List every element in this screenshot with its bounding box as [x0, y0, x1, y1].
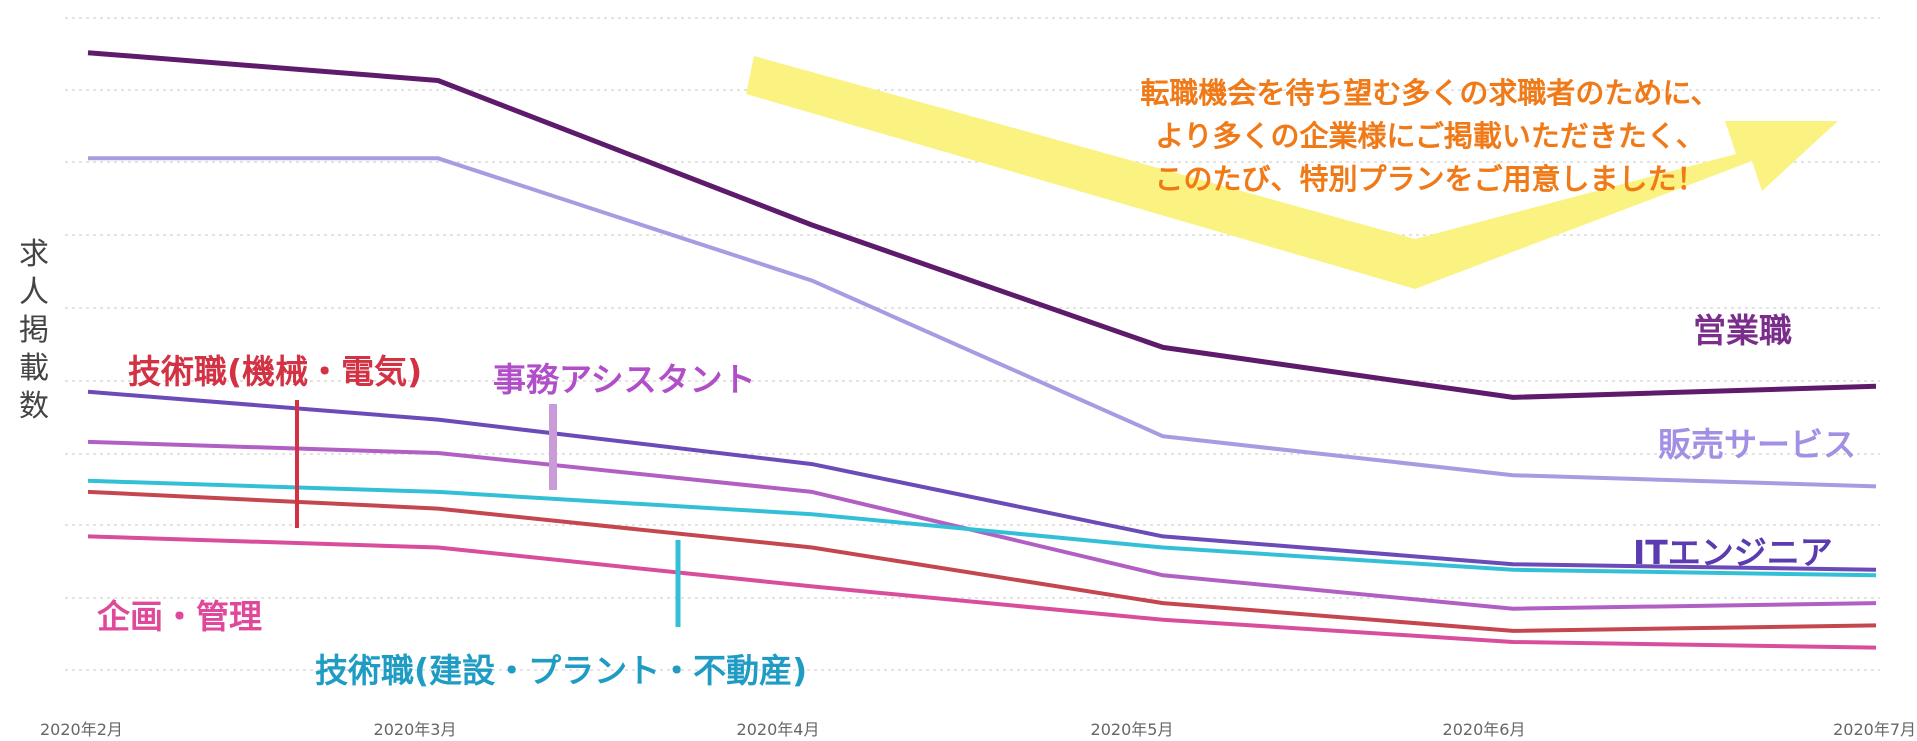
series-label-retail: 販売サービス: [1658, 425, 1856, 464]
x-tick-label: 2020年5月: [1090, 720, 1174, 739]
series-line-it: [87, 389, 1877, 572]
label-leader-lines: [295, 400, 681, 627]
x-tick-label: 2020年4月: [736, 720, 820, 739]
y-axis-label: 求人掲載数: [19, 237, 49, 424]
promo-message-line-1: 転職機会を待ち望む多くの求職者のために、: [1140, 76, 1720, 110]
series-label-office: 事務アシスタント: [493, 360, 756, 399]
series-lines: [87, 50, 1877, 650]
series-label-construction: 技術職(建設・プラント・不動産): [315, 651, 808, 690]
series-label-sales: 営業職: [1693, 311, 1792, 350]
up-arrow-icon: [746, 56, 1838, 289]
grid-lines: [65, 17, 1880, 671]
series-line-construction: [87, 478, 1877, 578]
x-tick-label: 2020年2月: [40, 720, 123, 739]
series-label-it: ITエンジニア: [1633, 533, 1833, 572]
x-tick-label: 2020年7月: [1833, 720, 1916, 739]
promo-message-line-3: このたび、特別プランをご用意しました！: [1154, 162, 1706, 196]
x-tick-label: 2020年3月: [373, 720, 457, 739]
series-label-planning: 企画・管理: [97, 597, 262, 636]
series-label-mech: 技術職(機械・電気): [128, 352, 423, 391]
series-line-mech: [87, 489, 1877, 633]
promo-message: 転職機会を待ち望む多くの求職者のために、 より多くの企業様にご掲載いただきたく、…: [1000, 72, 1860, 201]
series-line-sales: [87, 50, 1877, 400]
series-line-retail: [88, 156, 1877, 489]
x-tick-label: 2020年6月: [1442, 720, 1526, 739]
series-line-planning: [87, 534, 1877, 650]
highlight-arrow: [746, 56, 1838, 289]
promo-message-line-2: より多くの企業様にご掲載いただきたく、: [1155, 119, 1705, 153]
series-line-office: [87, 439, 1877, 611]
